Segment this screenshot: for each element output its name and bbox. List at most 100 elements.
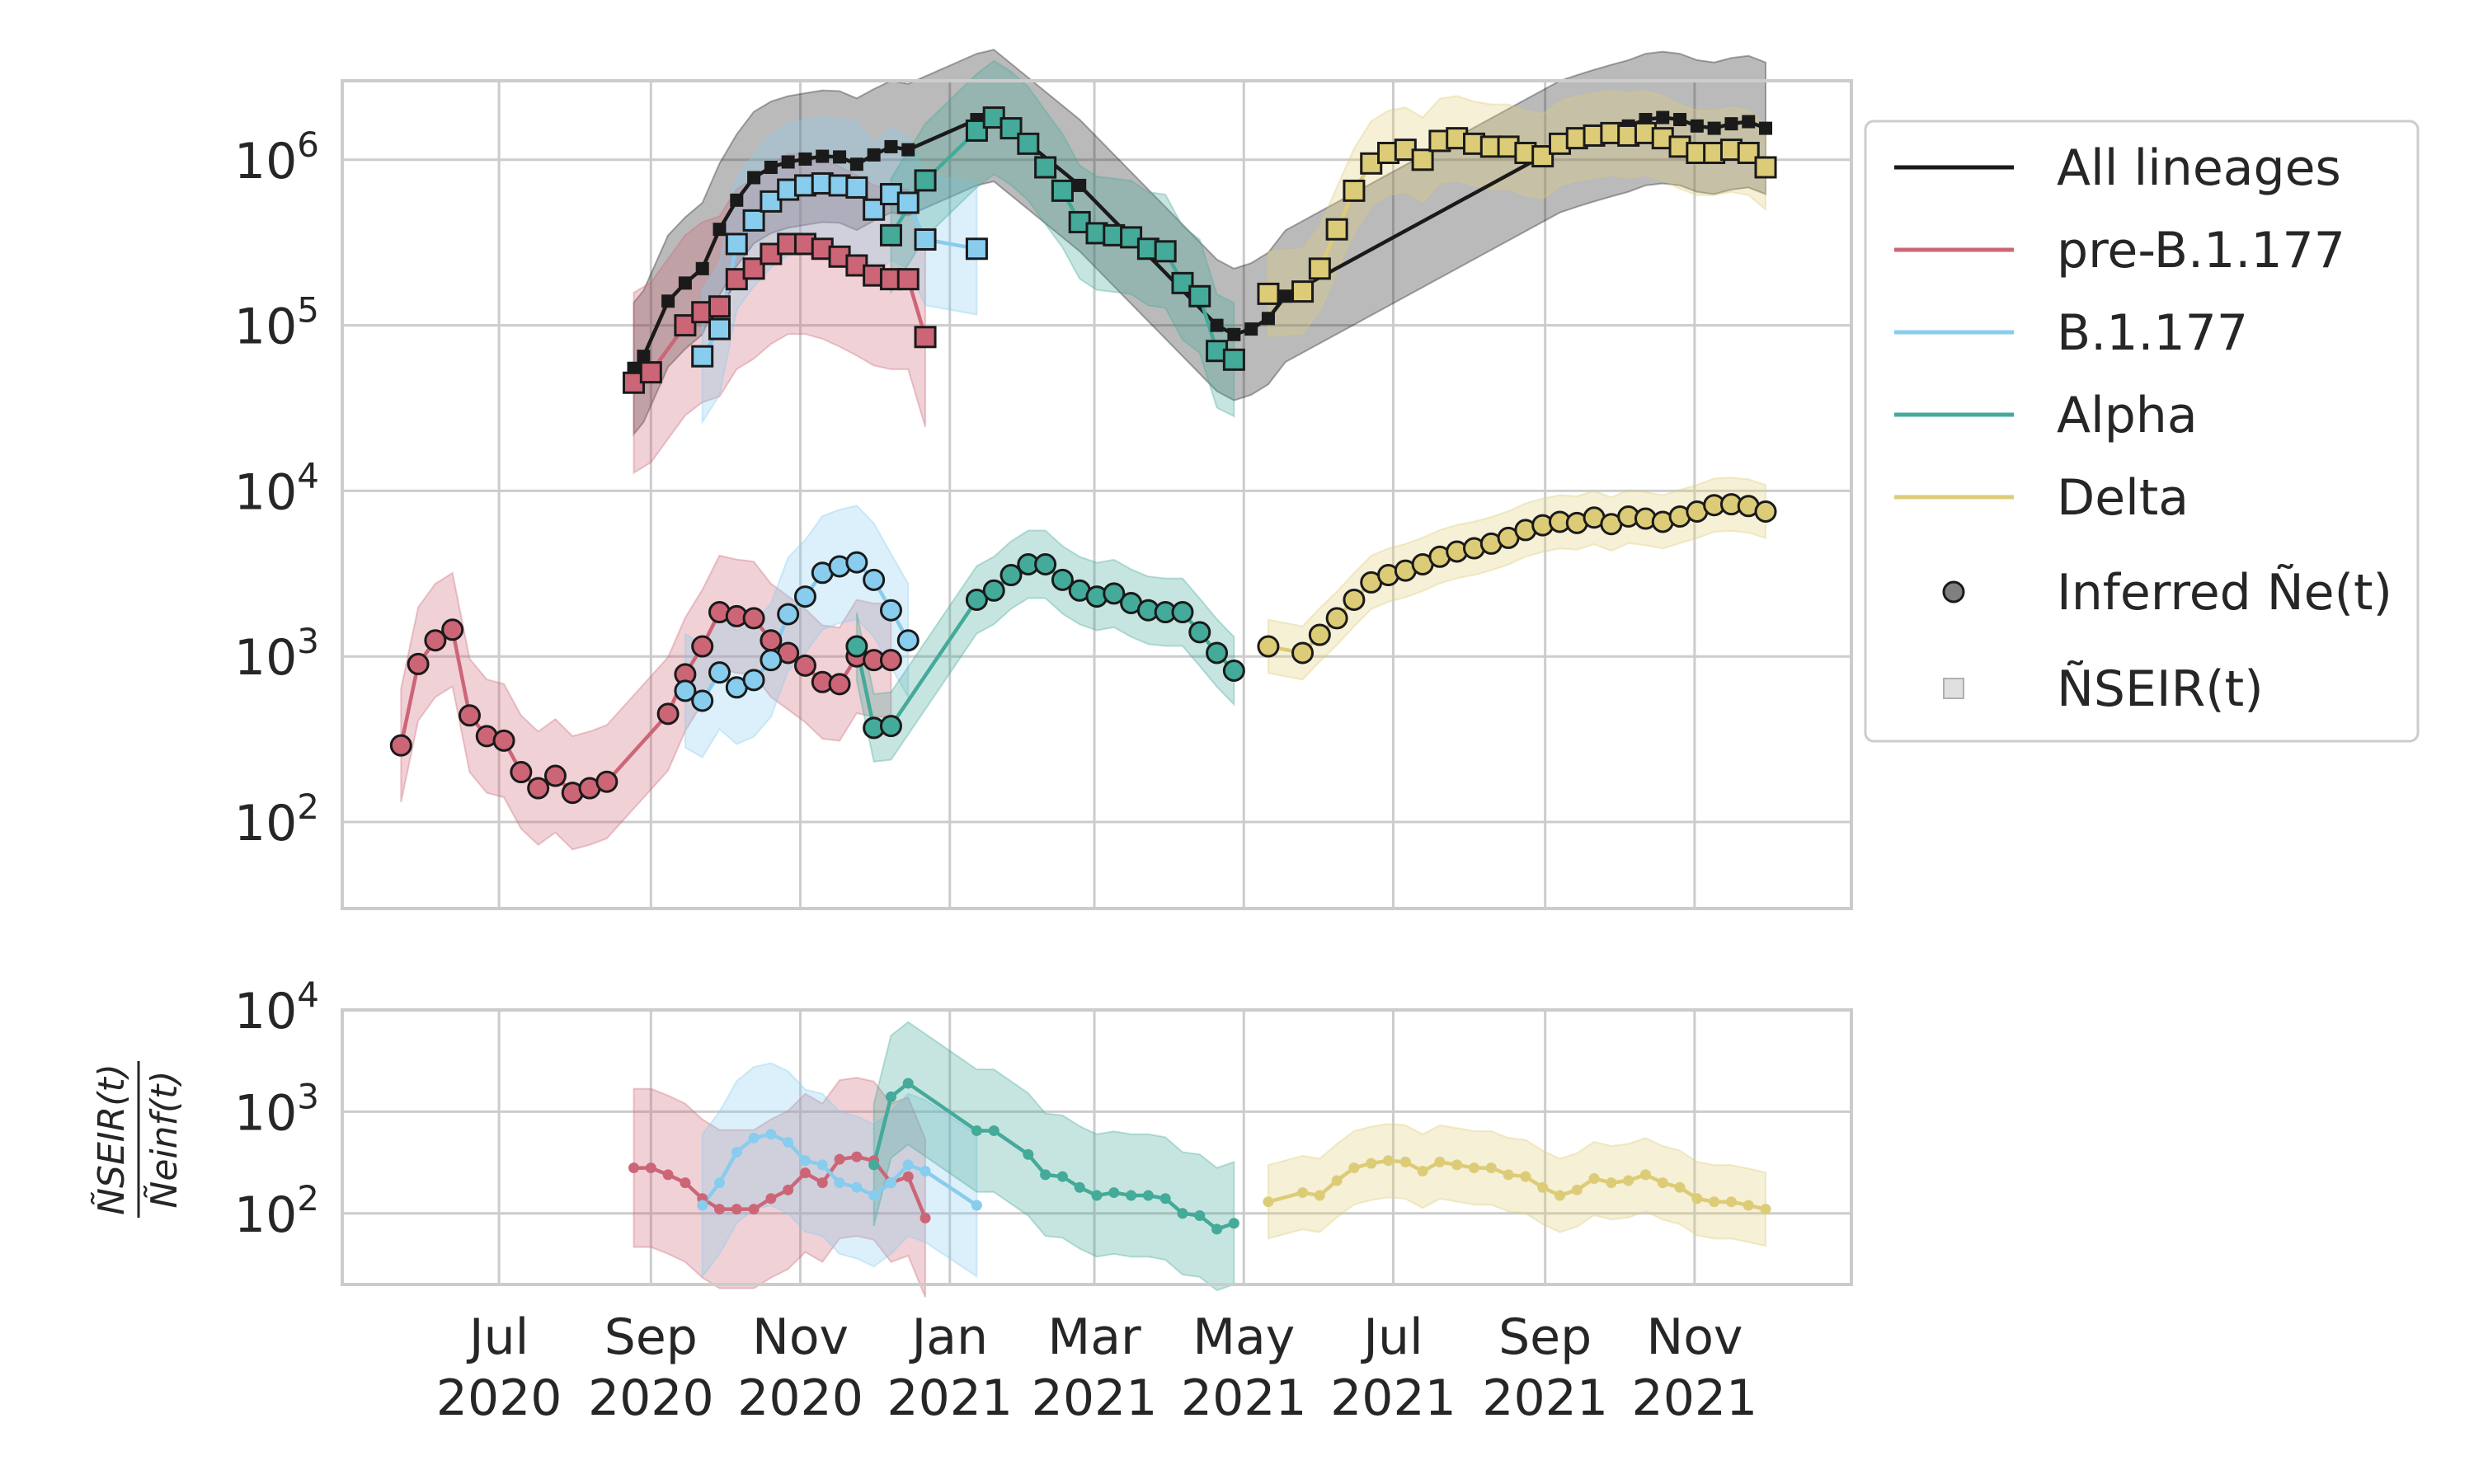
marker-square-alpha bbox=[914, 169, 937, 192]
marker-dot-delta bbox=[1297, 1187, 1309, 1199]
marker-circle-pre bbox=[389, 734, 412, 757]
marker-dot-alpha bbox=[1177, 1208, 1188, 1219]
marker-dot-delta bbox=[1760, 1204, 1771, 1215]
legend-square-marker bbox=[1943, 678, 1964, 699]
marker-circle-pre bbox=[742, 607, 765, 630]
marker-circle-alpha bbox=[879, 715, 902, 738]
marker-square-all bbox=[730, 193, 744, 207]
marker-dot-pre bbox=[851, 1151, 863, 1162]
y-tick-label: 102 bbox=[234, 787, 319, 852]
marker-dot-delta bbox=[1743, 1200, 1754, 1211]
legend-label: pre-B.1.177 bbox=[2057, 222, 2345, 279]
legend-label: Inferred Ñe(t) bbox=[2057, 563, 2392, 622]
marker-square-all bbox=[1073, 178, 1087, 192]
marker-circle-b1177 bbox=[742, 669, 765, 692]
marker-circle-delta bbox=[1343, 588, 1366, 611]
marker-dot-b1177 bbox=[868, 1190, 880, 1201]
x-tick-label-year: 2021 bbox=[887, 1369, 1013, 1427]
legend-label: Delta bbox=[2057, 469, 2189, 527]
marker-dot-b1177 bbox=[714, 1177, 725, 1189]
x-tick-label-year: 2020 bbox=[588, 1369, 714, 1427]
marker-square-all bbox=[849, 157, 863, 171]
marker-circle-pre bbox=[527, 777, 550, 800]
marker-dot-delta bbox=[1657, 1177, 1668, 1189]
band-alpha bbox=[872, 1021, 1235, 1292]
x-tick-label-month: Nov bbox=[752, 1308, 849, 1366]
legend-box bbox=[1864, 120, 2420, 743]
marker-square-all bbox=[884, 139, 898, 153]
y-tick-label: 103 bbox=[234, 621, 319, 687]
marker-square-alpha bbox=[1051, 179, 1074, 202]
marker-dot-alpha bbox=[1194, 1210, 1206, 1222]
x-tick-label-year: 2020 bbox=[436, 1369, 562, 1427]
x-tick-label-month: Sep bbox=[604, 1308, 698, 1366]
marker-dot-delta bbox=[1383, 1155, 1395, 1167]
marker-circle-b1177 bbox=[760, 649, 783, 672]
marker-dot-b1177 bbox=[816, 1159, 828, 1171]
marker-square-alpha bbox=[1154, 240, 1177, 263]
marker-dot-b1177 bbox=[920, 1166, 931, 1177]
band-pre bbox=[633, 1077, 927, 1298]
marker-dot-delta bbox=[1709, 1196, 1720, 1208]
marker-dot-alpha bbox=[1126, 1190, 1137, 1201]
x-tick-label-year: 2021 bbox=[1181, 1369, 1307, 1427]
marker-dot-pre bbox=[902, 1171, 914, 1182]
top-uncertainty-bands bbox=[400, 49, 1767, 851]
marker-circle-delta bbox=[1291, 641, 1315, 665]
marker-circle-alpha bbox=[965, 588, 988, 611]
marker-circle-delta bbox=[1325, 607, 1348, 630]
y-tick-label: 104 bbox=[234, 455, 319, 521]
marker-dot-b1177 bbox=[902, 1159, 914, 1171]
marker-dot-b1177 bbox=[799, 1155, 811, 1167]
marker-square-pre bbox=[708, 295, 731, 318]
marker-dot-pre bbox=[628, 1162, 640, 1174]
marker-circle-alpha bbox=[1188, 621, 1211, 644]
marker-square-alpha bbox=[879, 223, 902, 247]
top-gridlines bbox=[342, 81, 1851, 909]
marker-circle-pre bbox=[828, 673, 851, 696]
y-tick-label: 105 bbox=[234, 290, 319, 356]
marker-dot-b1177 bbox=[731, 1146, 742, 1158]
marker-square-all bbox=[1210, 318, 1224, 332]
marker-dot-b1177 bbox=[851, 1181, 863, 1193]
marker-circle-b1177 bbox=[708, 661, 731, 684]
marker-square-all bbox=[1724, 117, 1738, 131]
marker-circle-pre bbox=[492, 729, 515, 752]
marker-circle-b1177 bbox=[863, 568, 886, 591]
marker-dot-pre bbox=[731, 1204, 742, 1215]
marker-dot-delta bbox=[1554, 1190, 1565, 1201]
marker-square-pre bbox=[639, 361, 662, 384]
marker-square-pre bbox=[914, 326, 937, 349]
marker-circle-b1177 bbox=[777, 603, 800, 626]
marker-dot-delta bbox=[1314, 1190, 1325, 1201]
x-tick-label-year: 2021 bbox=[1632, 1369, 1758, 1427]
marker-dot-alpha bbox=[1108, 1187, 1120, 1199]
marker-square-b1177 bbox=[708, 317, 731, 340]
marker-dot-alpha bbox=[1159, 1193, 1171, 1205]
marker-square-all bbox=[798, 152, 812, 166]
marker-dot-delta bbox=[1469, 1162, 1479, 1174]
top-panel: 102 103 104 105 106 bbox=[234, 49, 1853, 910]
marker-dot-delta bbox=[1434, 1156, 1446, 1167]
marker-square-delta bbox=[1754, 156, 1777, 179]
marker-circle-pre bbox=[458, 704, 481, 727]
marker-circle-pre bbox=[656, 702, 680, 726]
legend-label: ÑSEIR(t) bbox=[2057, 660, 2264, 718]
bottom-series-markers bbox=[628, 1078, 1771, 1235]
y-tick-label: 104 bbox=[234, 974, 319, 1040]
marker-circle-b1177 bbox=[896, 629, 920, 652]
marker-dot-alpha bbox=[885, 1091, 896, 1102]
legend-label: All lineages bbox=[2057, 139, 2341, 197]
marker-circle-alpha bbox=[1206, 641, 1229, 665]
x-tick-label-month: May bbox=[1192, 1308, 1295, 1366]
marker-square-delta bbox=[1325, 218, 1348, 241]
marker-dot-b1177 bbox=[971, 1200, 982, 1211]
marker-circle-alpha bbox=[1103, 582, 1126, 605]
marker-dot-delta bbox=[1725, 1196, 1737, 1208]
marker-square-all bbox=[1759, 121, 1773, 135]
marker-dot-b1177 bbox=[697, 1200, 708, 1211]
marker-circle-alpha bbox=[1051, 568, 1074, 591]
marker-square-all bbox=[637, 350, 651, 364]
marker-square-all bbox=[1656, 110, 1670, 124]
band-b1177 bbox=[701, 1062, 978, 1280]
